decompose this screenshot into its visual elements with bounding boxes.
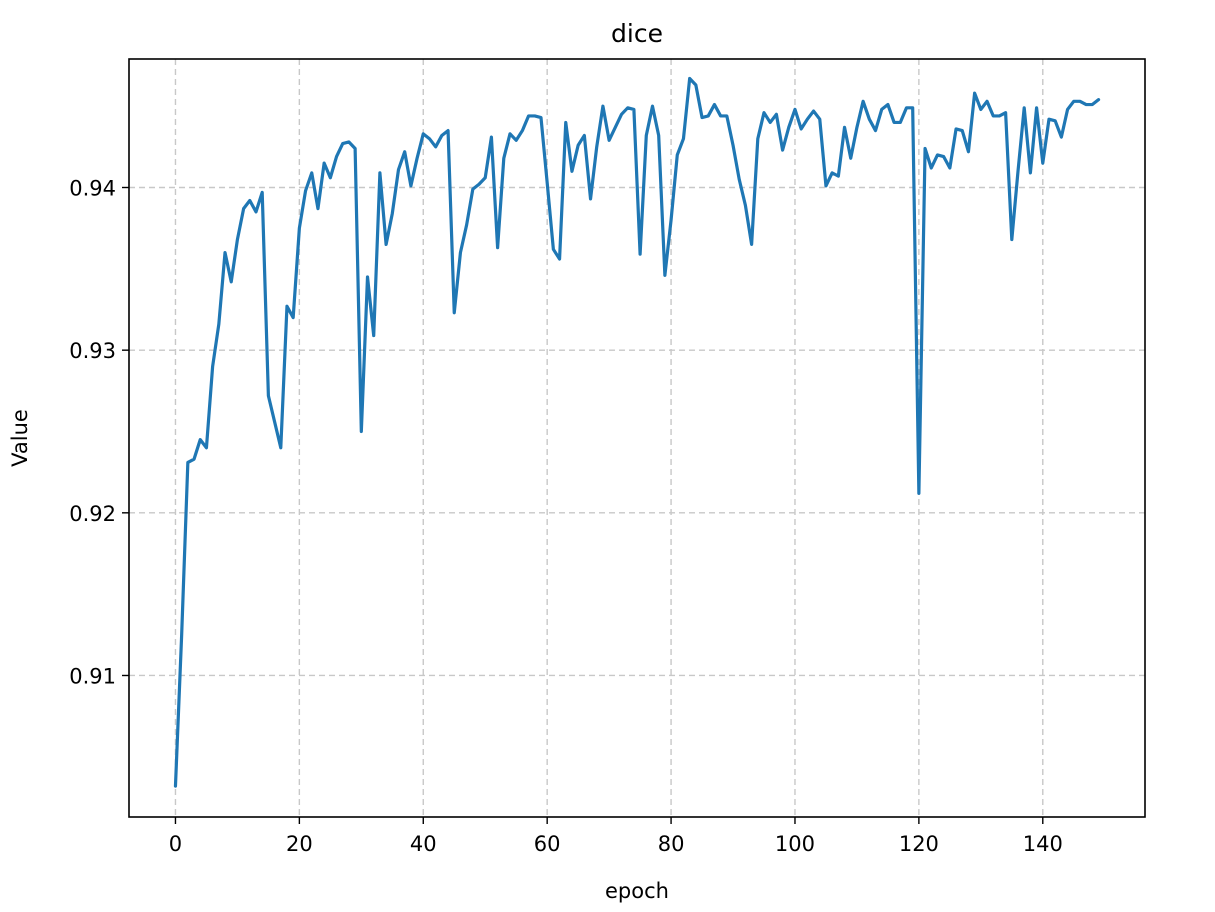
x-axis-ticks: 0 20 40 60 80 100 120 140 (169, 817, 1063, 856)
x-tick-label: 140 (1023, 832, 1063, 856)
chart-title: dice (611, 19, 663, 48)
y-tick-label: 0.93 (69, 339, 116, 363)
x-tick-label: 120 (899, 832, 939, 856)
plot-area-frame (128, 58, 1146, 818)
series-layer (173, 76, 1101, 788)
y-tick-label: 0.92 (69, 502, 116, 526)
x-tick-label: 100 (775, 832, 815, 856)
x-tick-label: 40 (410, 832, 437, 856)
x-tick-label: 80 (658, 832, 685, 856)
y-tick-label: 0.94 (69, 177, 116, 201)
y-axis-label: Value (8, 409, 32, 467)
y-tick-label: 0.91 (69, 664, 116, 688)
x-tick-label: 0 (169, 832, 182, 856)
x-tick-label: 60 (534, 832, 561, 856)
series-line (173, 76, 1101, 788)
x-axis-label: epoch (605, 879, 669, 903)
y-axis-ticks: 0.91 0.92 0.93 0.94 (69, 177, 129, 688)
grid-lines (129, 59, 1145, 817)
x-tick-label: 20 (286, 832, 313, 856)
